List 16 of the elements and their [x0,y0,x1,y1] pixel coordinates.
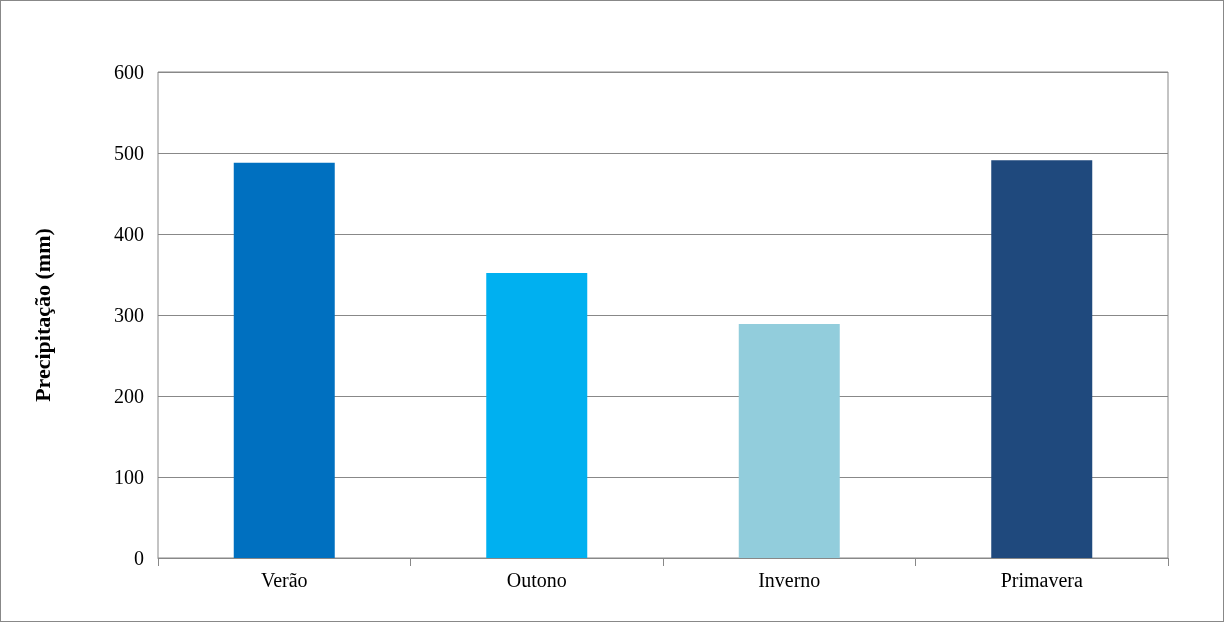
x-tick-label: Primavera [1000,569,1083,591]
bar [991,160,1093,558]
y-tick-label: 300 [114,304,144,326]
y-tick-label: 200 [114,385,144,407]
bar [738,323,840,558]
y-axis-title: Precipitação (mm) [29,228,55,402]
y-tick-label: 500 [114,142,144,164]
y-tick-label: 0 [134,547,144,569]
bar [486,272,588,558]
y-tick-label: 400 [114,223,144,245]
y-tick-label: 100 [114,466,144,488]
x-tick-label: Inverno [758,569,821,591]
y-tick-label: 600 [114,61,144,83]
x-tick-label: Verão [260,569,308,591]
x-tick-label: Outono [506,569,567,591]
bar [233,162,335,558]
